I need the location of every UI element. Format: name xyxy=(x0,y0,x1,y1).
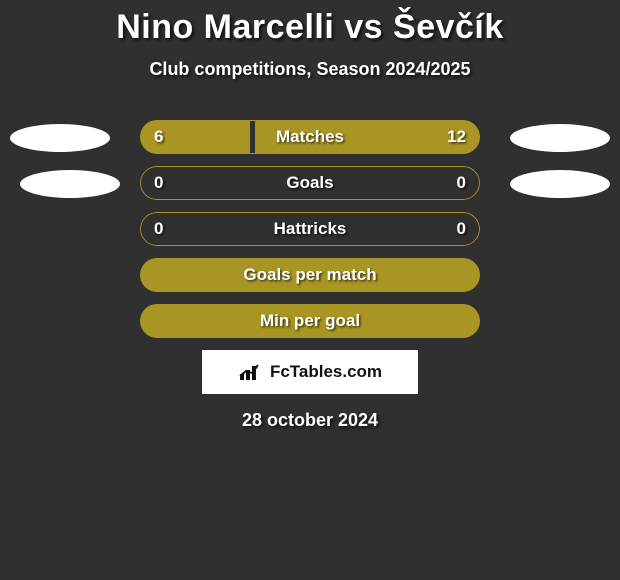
stat-row: Min per goal xyxy=(0,304,620,350)
stat-bar: 00Hattricks xyxy=(140,212,480,246)
stat-row: 612Matches xyxy=(0,120,620,166)
date-text: 28 october 2024 xyxy=(0,410,620,431)
stat-label: Goals per match xyxy=(140,258,480,292)
stat-label: Matches xyxy=(140,120,480,154)
player-ellipse-right xyxy=(510,124,610,152)
stat-bar: Goals per match xyxy=(140,258,480,292)
stat-label: Hattricks xyxy=(140,212,480,246)
stat-bar: 00Goals xyxy=(140,166,480,200)
stat-row: 00Hattricks xyxy=(0,212,620,258)
stat-bar: Min per goal xyxy=(140,304,480,338)
stat-label: Min per goal xyxy=(140,304,480,338)
subtitle: Club competitions, Season 2024/2025 xyxy=(0,59,620,80)
brand-text: FcTables.com xyxy=(270,362,382,382)
stats-rows: 612Matches 00Goals 00Hattricks Goals per ma… xyxy=(0,120,620,350)
player-ellipse-right xyxy=(510,170,610,198)
brand-box: FcTables.com xyxy=(202,350,418,394)
stat-row: Goals per match xyxy=(0,258,620,304)
stat-label: Goals xyxy=(140,166,480,200)
page-title: Nino Marcelli vs Ševčík xyxy=(0,0,620,47)
stat-bar: 612Matches xyxy=(140,120,480,154)
brand-chart-icon xyxy=(238,362,264,382)
player-ellipse-left xyxy=(20,170,120,198)
player-ellipse-left xyxy=(10,124,110,152)
stat-row: 00Goals xyxy=(0,166,620,212)
